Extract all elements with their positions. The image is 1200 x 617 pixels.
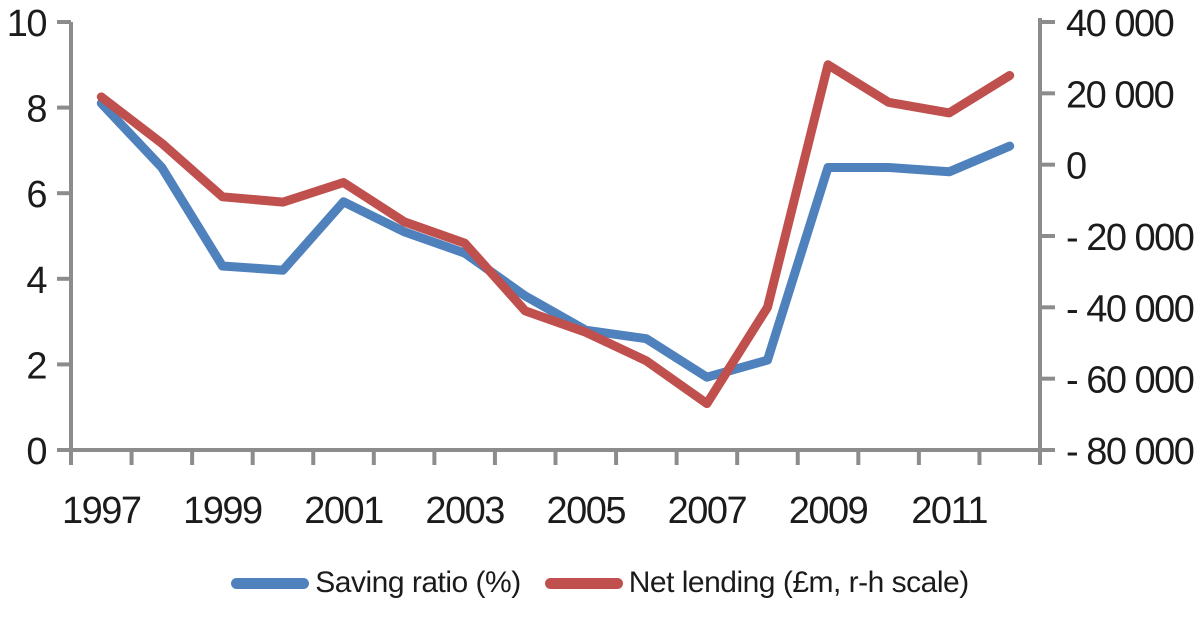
left-axis-tick-label: 6	[26, 174, 46, 216]
chart-legend: Saving ratio (%) Net lending (£m, r-h sc…	[0, 566, 1200, 600]
x-axis-tick-label: 1999	[183, 490, 262, 532]
x-axis-tick-label: 2001	[304, 490, 383, 532]
left-axis-tick-label: 10	[7, 3, 47, 45]
x-axis-tick-label: 2003	[425, 490, 504, 532]
legend-item-saving-ratio: Saving ratio (%)	[231, 566, 521, 600]
legend-label-net-lending: Net lending (£m, r-h scale)	[628, 566, 969, 599]
right-axis-tick-label: 20 000	[1066, 74, 1174, 116]
x-axis-tick-label: 2009	[789, 490, 868, 532]
legend-item-net-lending: Net lending (£m, r-h scale)	[544, 566, 969, 600]
right-axis-tick-label: - 80 000	[1066, 431, 1194, 473]
right-axis-tick-label: 40 000	[1066, 3, 1174, 45]
legend-swatch-saving-ratio	[231, 577, 310, 589]
right-axis-tick-label: - 40 000	[1066, 288, 1194, 330]
series-line-saving-ratio	[96, 98, 1015, 382]
left-axis-tick-label: 0	[26, 431, 46, 473]
right-axis-tick-label: - 60 000	[1066, 360, 1194, 402]
x-axis-tick-label: 2005	[547, 490, 626, 532]
x-axis-tick-label: 2011	[911, 490, 987, 532]
legend-label-saving-ratio: Saving ratio (%)	[315, 566, 521, 599]
x-axis-tick-label: 2007	[668, 490, 747, 532]
left-axis-tick-label: 8	[26, 89, 46, 131]
series-line-net-lending	[96, 60, 1015, 409]
legend-swatch-net-lending	[544, 577, 623, 589]
x-axis-tick-label: 1997	[62, 490, 141, 532]
left-axis-tick-label: 4	[26, 260, 47, 302]
right-axis-tick-label: 0	[1066, 146, 1086, 188]
right-axis-tick-label: - 20 000	[1066, 217, 1194, 259]
left-axis-tick-label: 2	[26, 345, 46, 387]
